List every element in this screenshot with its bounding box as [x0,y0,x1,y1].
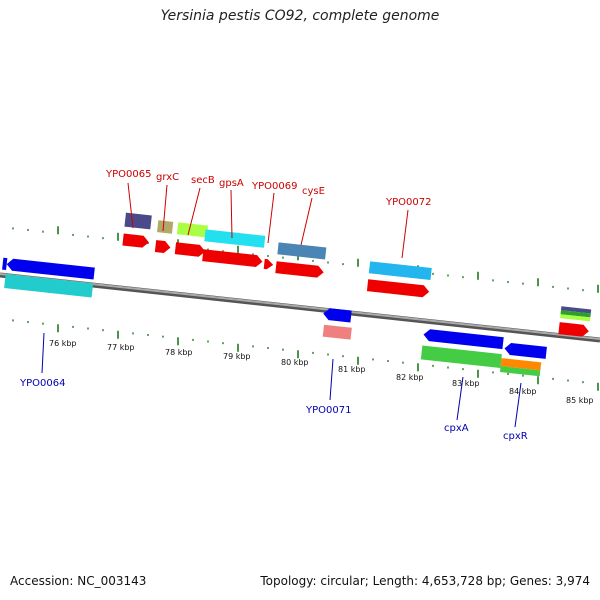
genome-backbone-highlight [0,273,600,340]
leader-ypo0064 [41,332,45,374]
leader-ypo0072 [401,209,409,259]
label-gpsa[interactable]: gpsA [219,178,244,189]
leader-ypo0069 [267,192,275,244]
tick-label-1: 77 kbp [107,343,135,352]
tick-label-5: 81 kbp [338,365,366,374]
feature-gpsa-cog[interactable] [204,229,266,248]
tick-label-2: 78 kbp [165,348,193,357]
tick-labels: 76 kbp 77 kbp 78 kbp 79 kbp 80 kbp 81 kbp 82 k… [49,339,594,405]
feature-ypo0072-cog[interactable] [368,261,432,280]
gene-cpxr-arrow[interactable] [504,342,547,359]
tick-label-9: 85 kbp [566,396,594,405]
label-ypo0071[interactable]: YPO0071 [305,405,351,416]
label-cyse[interactable]: cysE [302,186,325,197]
feature-right-cog-1[interactable] [560,306,592,314]
feature-cpxr-cog-orange[interactable] [500,358,542,371]
gene-gpsa-arrow[interactable] [202,249,263,268]
label-ypo0072[interactable]: YPO0072 [385,197,431,208]
label-cpxa[interactable]: cpxA [444,423,469,434]
label-cpxr[interactable]: cpxR [503,431,528,442]
tick-label-0: 76 kbp [49,339,77,348]
gene-cpxa-arrow[interactable] [423,329,504,350]
gene-grxc-arrow[interactable] [154,240,171,254]
reverse-tick-track [12,319,599,391]
gene-right-edge-arrow[interactable] [558,322,589,337]
tick-label-8: 84 kbp [509,387,537,396]
leader-grxc [162,184,168,232]
tick-label-4: 80 kbp [281,358,309,367]
leader-ypo0065 [127,182,134,229]
leader-cyse [300,197,313,246]
label-secb[interactable]: secB [191,175,215,186]
label-ypo0069[interactable]: YPO0069 [251,181,297,192]
leader-ypo0071 [329,358,334,401]
leader-cpxr [514,382,522,428]
feature-secb-cog[interactable] [176,222,209,238]
accession-text: Accession: NC_003143 [10,574,147,588]
feature-ypo0065-cog[interactable] [124,212,152,230]
leader-gpsa [230,189,233,239]
genome-title: Yersinia pestis CO92, complete genome [160,8,440,24]
gene-ypo0064-arrow[interactable] [6,258,95,280]
label-ypo0064[interactable]: YPO0064 [19,378,65,389]
tick-label-7: 83 kbp [452,379,480,388]
feature-right-cog-2[interactable] [560,310,591,318]
feature-cpxr-cog-green[interactable] [499,366,541,377]
feature-right-cog-3[interactable] [560,314,591,322]
tick-label-6: 82 kbp [396,373,424,382]
feature-ypo0064-cog[interactable] [4,274,94,298]
feature-cyse-cog[interactable] [277,242,327,260]
gene-secb-arrow[interactable] [174,242,206,257]
tick-label-3: 79 kbp [223,352,251,361]
gene-ypo0072-arrow[interactable] [366,279,430,298]
leader-secb [187,187,201,236]
gene-ypo0071-arrow[interactable] [323,308,352,323]
gene-cyse-arrow[interactable] [275,261,324,278]
feature-ypo0071-cog[interactable] [322,324,352,340]
gene-ypo0069-arrow[interactable] [263,258,274,270]
gene-left-edge-arrow[interactable] [2,257,8,271]
genome-summary-text: Topology: circular; Length: 4,653,728 bp… [260,574,590,588]
leader-cpxa [456,376,464,421]
label-grxc[interactable]: grxC [156,172,179,183]
gene-ypo0065-arrow[interactable] [122,233,149,249]
feature-cpxa-cog[interactable] [420,345,502,369]
feature-grxc-cog[interactable] [157,220,174,234]
label-ypo0065[interactable]: YPO0065 [105,169,151,180]
